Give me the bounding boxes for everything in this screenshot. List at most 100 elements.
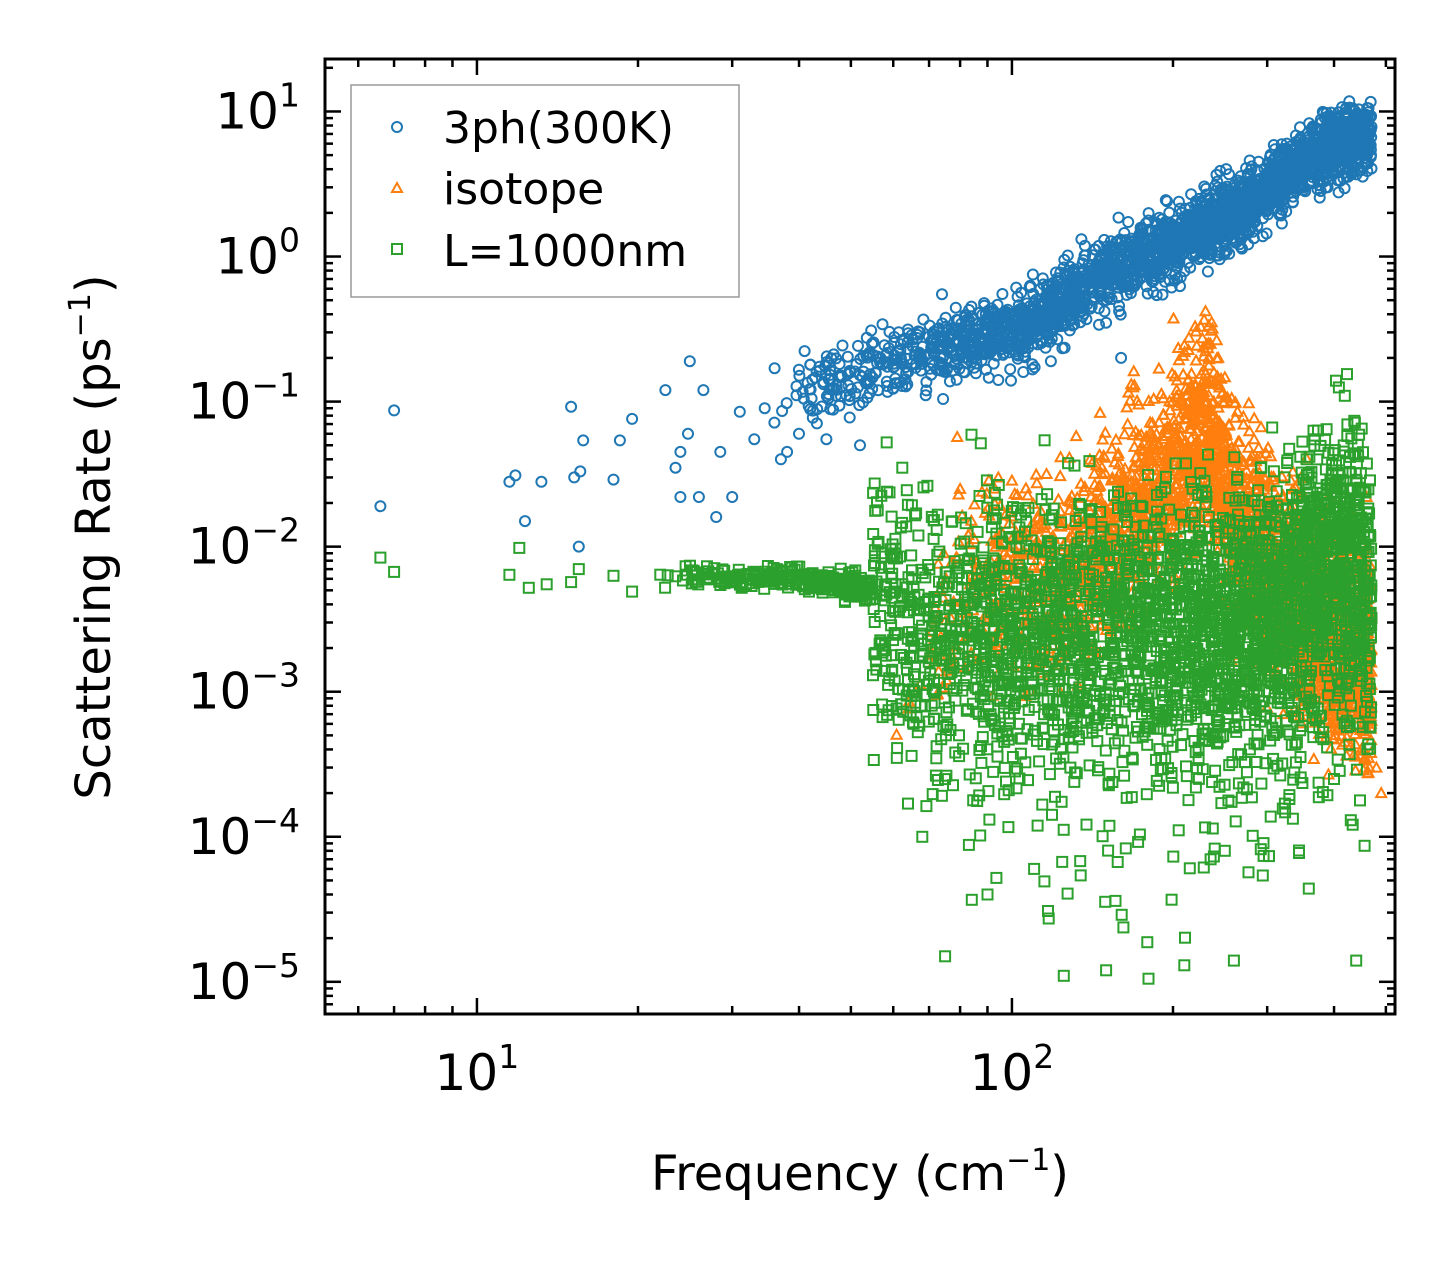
data-point xyxy=(938,365,951,378)
data-point xyxy=(933,356,946,369)
data-point xyxy=(841,350,854,363)
data-point xyxy=(798,345,811,358)
data-point xyxy=(950,373,963,386)
data-point xyxy=(626,412,639,425)
data-point xyxy=(1122,216,1135,228)
data-point xyxy=(936,288,948,301)
data-point xyxy=(607,473,620,486)
data-point xyxy=(1109,432,1123,445)
data-point xyxy=(1332,186,1345,199)
data-point xyxy=(697,384,710,397)
data-point xyxy=(1028,361,1041,374)
data-point xyxy=(889,727,904,740)
data-point xyxy=(881,380,894,392)
data-point xyxy=(710,511,723,523)
data-point xyxy=(1069,429,1083,442)
data-point xyxy=(1044,355,1057,368)
data-point xyxy=(1051,492,1066,505)
data-point xyxy=(1166,311,1181,324)
data-point xyxy=(793,369,806,382)
data-point xyxy=(733,405,746,418)
data-point xyxy=(1121,417,1135,430)
data-point xyxy=(692,491,705,503)
data-point xyxy=(1142,207,1155,220)
data-point xyxy=(613,434,626,447)
data-point xyxy=(792,363,805,376)
data-point xyxy=(781,445,794,458)
data-point xyxy=(674,491,687,503)
data-point xyxy=(1113,299,1126,312)
data-point xyxy=(1105,441,1119,454)
data-point xyxy=(1098,425,1112,438)
data-point xyxy=(1019,481,1033,494)
data-point xyxy=(1004,363,1017,376)
data-point xyxy=(797,392,810,405)
data-point xyxy=(565,400,578,413)
data-point xyxy=(843,411,856,424)
data-point xyxy=(1005,473,1019,486)
data-point xyxy=(833,358,846,371)
data-point xyxy=(937,393,950,405)
data-point xyxy=(768,362,781,375)
data-point xyxy=(568,471,581,484)
data-point xyxy=(1172,195,1185,208)
data-point xyxy=(1053,469,1067,482)
data-point xyxy=(876,318,889,331)
data-point xyxy=(996,288,1009,300)
data-point xyxy=(1112,211,1125,224)
data-point xyxy=(992,374,1005,386)
data-point xyxy=(535,475,548,488)
data-point xyxy=(726,491,739,503)
data-point xyxy=(1117,427,1132,440)
data-point xyxy=(374,500,387,513)
data-point xyxy=(1247,411,1261,424)
data-point xyxy=(1163,206,1176,219)
data-point xyxy=(1260,227,1273,240)
data-point xyxy=(980,363,992,376)
data-point xyxy=(810,417,823,430)
data-point xyxy=(1093,318,1105,331)
data-point xyxy=(574,465,587,478)
data-point xyxy=(852,339,864,352)
data-point xyxy=(669,461,682,474)
data-point xyxy=(776,405,789,417)
data-point xyxy=(1093,405,1107,418)
data-point xyxy=(388,404,401,417)
data-point xyxy=(1017,366,1030,378)
data-point xyxy=(1152,361,1166,374)
data-point xyxy=(851,381,864,394)
data-point xyxy=(509,469,522,482)
data-point xyxy=(758,402,771,415)
data-point xyxy=(714,445,727,458)
plot-series xyxy=(374,95,1388,985)
data-point xyxy=(1036,272,1049,285)
series-3ph-300k xyxy=(374,95,1378,553)
data-point xyxy=(1027,287,1040,300)
data-point xyxy=(1039,466,1054,479)
data-point xyxy=(943,375,956,388)
data-point xyxy=(1026,268,1039,281)
data-point xyxy=(1242,396,1256,409)
data-point xyxy=(503,475,516,488)
data-point xyxy=(949,301,962,314)
data-point xyxy=(1159,194,1172,207)
data-point xyxy=(683,355,696,368)
data-point xyxy=(1127,364,1141,377)
data-point xyxy=(748,433,761,446)
data-point xyxy=(793,427,805,440)
data-point xyxy=(674,445,687,458)
data-point xyxy=(917,313,930,326)
data-point xyxy=(836,339,849,352)
data-point xyxy=(1005,374,1017,387)
data-point xyxy=(1254,420,1268,433)
data-point xyxy=(577,434,590,447)
data-point xyxy=(682,427,694,440)
data-point xyxy=(1026,358,1039,371)
data-point xyxy=(820,433,833,446)
data-point xyxy=(768,416,781,429)
data-point xyxy=(1252,440,1266,453)
data-point xyxy=(1201,265,1214,278)
data-point xyxy=(659,384,672,397)
data-point xyxy=(1115,351,1128,364)
